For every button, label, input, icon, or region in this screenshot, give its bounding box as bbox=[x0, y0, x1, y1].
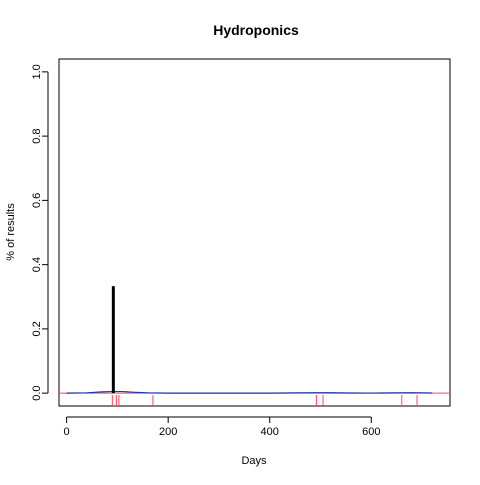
y-tick-label: 0.8 bbox=[31, 128, 43, 143]
y-tick-label: 1.0 bbox=[31, 64, 43, 79]
x-tick-label: 200 bbox=[159, 426, 177, 438]
x-axis: 0 200 400 600 bbox=[64, 416, 380, 438]
x-axis-label: Days bbox=[241, 455, 267, 467]
plot-frame bbox=[58, 58, 451, 407]
y-tick-label: 0.2 bbox=[31, 321, 43, 336]
y-axis-label: % of results bbox=[5, 203, 17, 261]
plot-marks bbox=[59, 286, 450, 406]
x-tick-label: 400 bbox=[261, 426, 279, 438]
density-curve bbox=[66, 390, 433, 394]
y-axis: 0.0 0.2 0.4 0.6 0.8 1.0 bbox=[31, 64, 49, 401]
x-tick-label: 600 bbox=[362, 426, 380, 438]
y-tick-label: 0.4 bbox=[31, 257, 43, 272]
y-tick-label: 0.6 bbox=[31, 193, 43, 208]
chart-title: Hydroponics bbox=[213, 22, 299, 38]
y-tick-label: 0.0 bbox=[31, 385, 43, 400]
x-tick-label: 0 bbox=[64, 426, 70, 438]
